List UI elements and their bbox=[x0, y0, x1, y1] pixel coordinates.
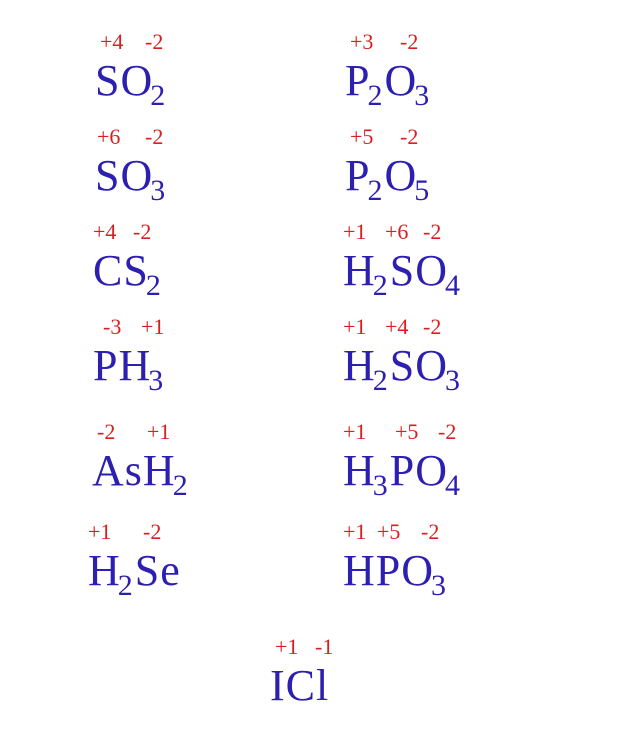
formula-text-icl: ICl bbox=[270, 660, 329, 711]
formula-ash2: -2 +1 AsH2 bbox=[92, 445, 190, 496]
formula-h2se: +1 -2 H2Se bbox=[88, 545, 181, 596]
formula-text-ph3: PH3 bbox=[93, 340, 165, 391]
formula-so3: +6 -2 SO3 bbox=[95, 150, 167, 201]
formula-text-so3: SO3 bbox=[95, 150, 167, 201]
formula-icl: +1 -1 ICl bbox=[270, 660, 329, 711]
formula-text-cs2: CS2 bbox=[93, 245, 163, 296]
formula-so2: +4 -2 SO2 bbox=[95, 55, 167, 106]
formula-text-so2: SO2 bbox=[95, 55, 167, 106]
formula-text-h2so4: H2SO4 bbox=[343, 245, 462, 296]
formula-text-p2o3: P2O3 bbox=[345, 55, 431, 106]
chemistry-worksheet: +4 -2 SO2 +6 -2 SO3 +4 -2 CS2 -3 +1 PH3 bbox=[0, 0, 641, 750]
formula-text-h2se: H2Se bbox=[88, 545, 181, 596]
formula-text-h3po4: H3PO4 bbox=[343, 445, 462, 496]
formula-text-ash2: AsH2 bbox=[92, 445, 190, 496]
formula-text-h2so3: H2SO3 bbox=[343, 340, 462, 391]
formula-ph3: -3 +1 PH3 bbox=[93, 340, 165, 391]
formula-p2o5: +5 -2 P2O5 bbox=[345, 150, 431, 201]
formula-h3po4: +1 +5 -2 H3PO4 bbox=[343, 445, 462, 496]
formula-cs2: +4 -2 CS2 bbox=[93, 245, 163, 296]
formula-h2so3: +1 +4 -2 H2SO3 bbox=[343, 340, 462, 391]
formula-hpo3: +1 +5 -2 HPO3 bbox=[343, 545, 448, 596]
formula-h2so4: +1 +6 -2 H2SO4 bbox=[343, 245, 462, 296]
formula-text-p2o5: P2O5 bbox=[345, 150, 431, 201]
formula-text-hpo3: HPO3 bbox=[343, 545, 448, 596]
formula-p2o3: +3 -2 P2O3 bbox=[345, 55, 431, 106]
